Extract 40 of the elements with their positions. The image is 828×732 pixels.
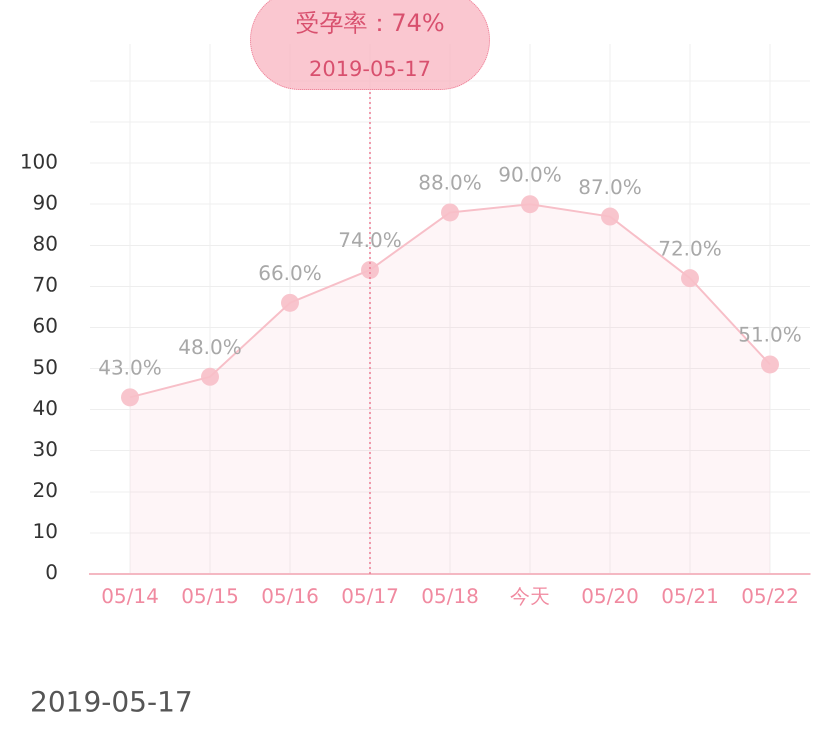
data-label: 72.0%	[658, 236, 722, 260]
text: 2019-05-17	[30, 685, 193, 718]
point	[281, 294, 299, 312]
point	[761, 355, 779, 374]
x-tick-label: 05/17	[341, 584, 399, 608]
y-tick-label: 60	[32, 314, 58, 338]
y-tick-label: 40	[32, 396, 58, 420]
y-tick-label: 20	[32, 478, 58, 502]
y-tick-label: 0	[45, 560, 58, 584]
x-tick-label: 05/16	[261, 584, 319, 608]
tooltip-bubble: 受孕率：74% 2019-05-17	[250, 0, 490, 90]
x-tick-label: 05/20	[581, 584, 639, 608]
data-label: 66.0%	[258, 261, 322, 286]
y-tick-label: 50	[32, 354, 58, 379]
data-label: 74.0%	[338, 228, 402, 252]
annotation: 2019-05-17	[308, 57, 432, 81]
x-tick-label: 今天	[510, 584, 550, 608]
x-tick-label: 05/14	[101, 584, 159, 608]
point	[201, 368, 219, 386]
data-label: 90.0%	[498, 162, 562, 186]
x-tick-label: 05/21	[661, 584, 719, 608]
y-tick-label: 90	[32, 190, 58, 214]
y-tick-label: 70	[32, 272, 58, 297]
point	[681, 269, 699, 288]
point	[521, 195, 539, 214]
point	[121, 388, 139, 406]
x-tick-label: 05/18	[421, 584, 479, 608]
y-tick-label: 100	[20, 149, 58, 174]
data-label: 43.0%	[98, 356, 162, 380]
point	[361, 260, 379, 279]
data-label: 48.0%	[178, 334, 242, 359]
y-tick-label: 30	[32, 436, 58, 461]
x-tick-label: 05/22	[741, 584, 799, 608]
data-label: 88.0%	[418, 170, 482, 195]
point	[601, 208, 619, 226]
data-label: 87.0%	[578, 174, 642, 199]
y-tick-label: 80	[32, 232, 58, 256]
point	[441, 203, 459, 222]
x-tick-label: 05/15	[181, 584, 239, 608]
y-tick-label: 10	[32, 519, 58, 544]
